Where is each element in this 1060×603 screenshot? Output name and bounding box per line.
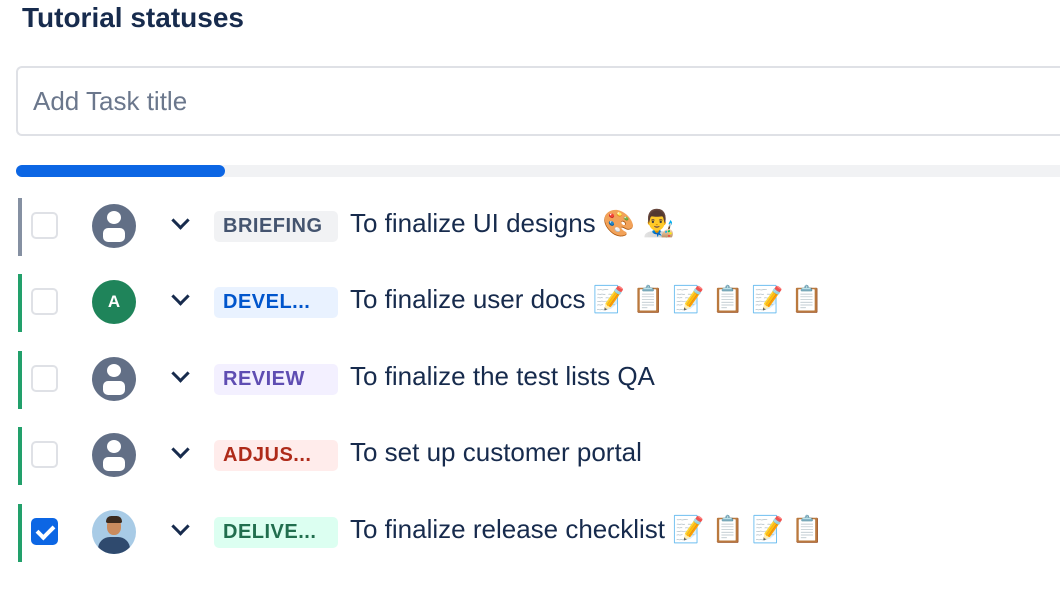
task-row: A DEVEL... To finalize user docs 📝 📋 📝 📋… <box>18 274 1060 332</box>
task-title[interactable]: To finalize user docs 📝 📋 📝 📋 📝 📋 <box>350 284 824 314</box>
user-icon-body <box>103 457 125 471</box>
user-icon-body <box>103 228 125 242</box>
status-badge[interactable]: REVIEW <box>214 364 338 395</box>
avatar[interactable] <box>92 357 136 401</box>
user-icon-head <box>107 440 121 453</box>
task-checkbox[interactable] <box>31 441 58 468</box>
task-row: DELIVE... To finalize release checklist … <box>18 504 1060 562</box>
progress-bar <box>16 165 1060 177</box>
status-color-bar <box>18 198 22 256</box>
avatar[interactable]: A <box>92 280 136 324</box>
avatar[interactable] <box>92 433 136 477</box>
task-title[interactable]: To finalize UI designs 🎨 👨‍🎨 <box>350 208 675 238</box>
chevron-down-icon[interactable] <box>171 517 190 536</box>
avatar-hair <box>106 516 122 523</box>
status-badge[interactable]: BRIEFING <box>214 211 338 242</box>
task-title[interactable]: To set up customer portal <box>350 437 642 467</box>
chevron-down-icon[interactable] <box>171 211 190 230</box>
task-checkbox[interactable] <box>31 365 58 392</box>
task-row: REVIEW To finalize the test lists QA <box>18 351 1060 409</box>
task-title[interactable]: To finalize release checklist 📝 📋 📝 📋 <box>350 514 824 544</box>
status-badge[interactable]: DELIVE... <box>214 517 338 548</box>
status-color-bar <box>18 504 22 562</box>
chevron-down-icon[interactable] <box>171 440 190 459</box>
progress-bar-fill <box>16 165 225 177</box>
task-row: ADJUS... To set up customer portal <box>18 427 1060 485</box>
avatar-shoulders <box>98 537 130 554</box>
task-checkbox[interactable] <box>31 212 58 239</box>
chevron-down-icon[interactable] <box>171 364 190 383</box>
chevron-down-icon[interactable] <box>171 287 190 306</box>
status-color-bar <box>18 427 22 485</box>
status-color-bar <box>18 351 22 409</box>
user-icon-head <box>107 364 121 377</box>
page-title: Tutorial statuses <box>22 2 244 33</box>
user-icon-body <box>103 381 125 395</box>
avatar[interactable] <box>92 204 136 248</box>
task-checkbox[interactable] <box>31 518 58 545</box>
status-badge[interactable]: ADJUS... <box>214 440 338 471</box>
user-icon-head <box>107 211 121 224</box>
status-color-bar <box>18 274 22 332</box>
status-badge[interactable]: DEVEL... <box>214 287 338 318</box>
task-row: BRIEFING To finalize UI designs 🎨 👨‍🎨 <box>18 198 1060 256</box>
avatar[interactable] <box>92 510 136 554</box>
add-task-title-input[interactable] <box>16 66 1060 136</box>
task-checkbox[interactable] <box>31 288 58 315</box>
task-title[interactable]: To finalize the test lists QA <box>350 361 655 391</box>
